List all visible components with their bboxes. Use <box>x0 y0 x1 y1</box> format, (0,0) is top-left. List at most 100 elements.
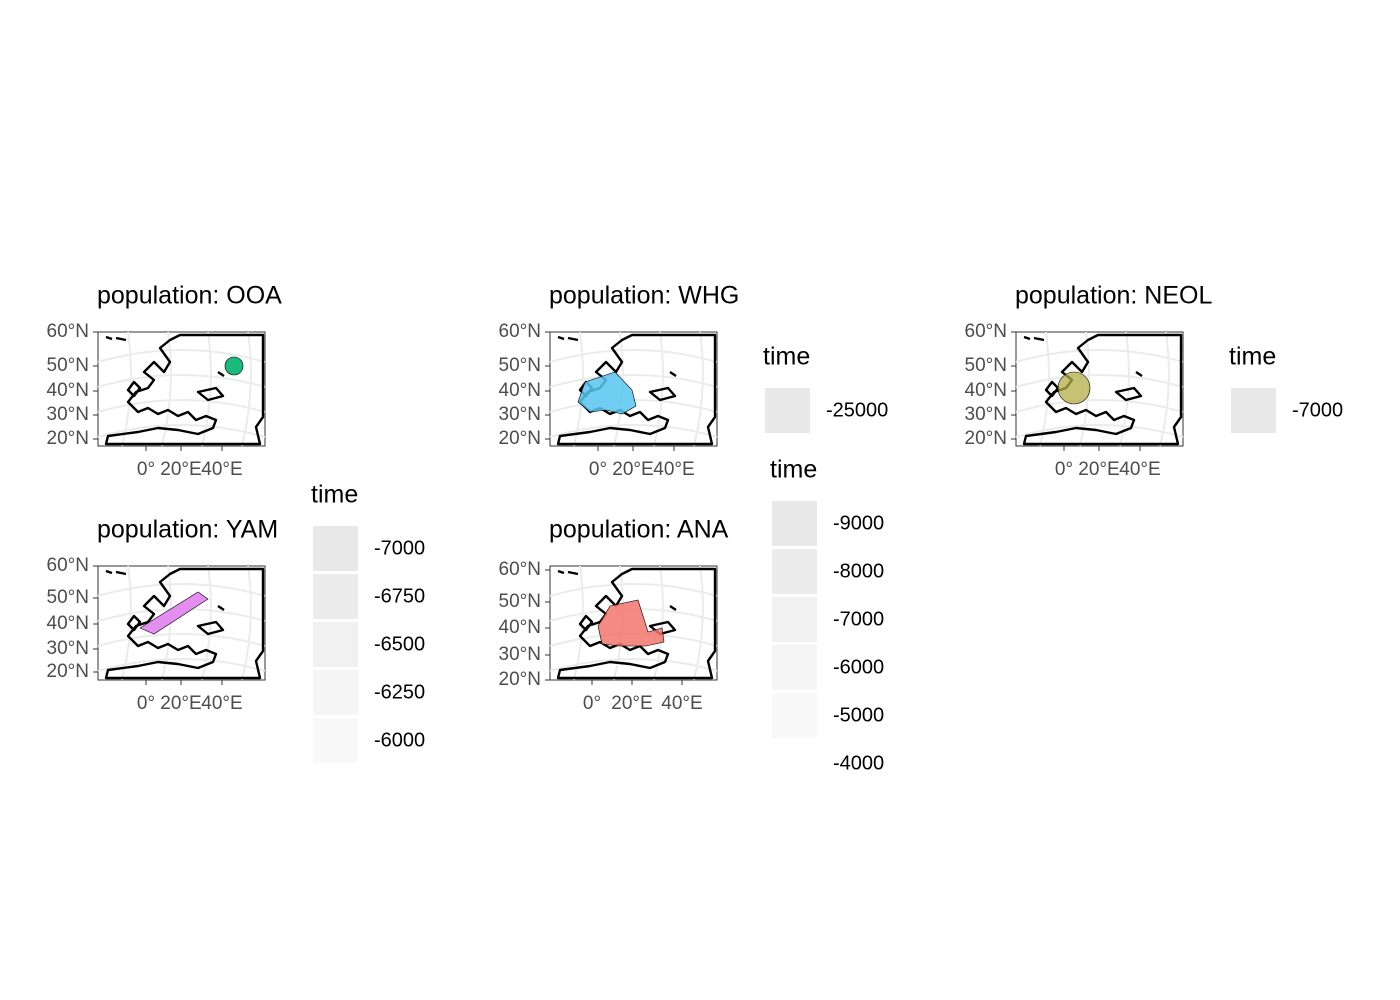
population-range <box>597 599 665 647</box>
x-tick-label: 0° <box>589 459 607 480</box>
map-area <box>97 331 266 447</box>
legend-title: time <box>311 481 358 509</box>
graticule <box>97 583 266 597</box>
y-tick-label: 50°N <box>47 355 89 376</box>
graticule <box>693 565 704 681</box>
legend: time -7000 -6750 -6500 -6250 -6000 <box>311 481 425 763</box>
y-tick-label: 40°N <box>499 380 541 401</box>
legend-key <box>313 670 358 715</box>
legend-label: -4000 <box>833 752 884 774</box>
panel-title: population: WHG <box>549 282 739 310</box>
y-tick-label: 60°N <box>47 555 89 576</box>
y-tick-label: 50°N <box>965 355 1007 376</box>
y-tick-label: 40°N <box>499 617 541 638</box>
legend-label: -5000 <box>833 704 884 726</box>
x-tick-label: 40°E <box>201 693 242 714</box>
x-tick-label: 40°E <box>201 459 242 480</box>
x-tick-label: 20°E <box>160 693 201 714</box>
y-tick-label: 50°N <box>499 355 541 376</box>
legend-label: -6250 <box>374 681 425 703</box>
map-area <box>1015 331 1184 447</box>
coastline <box>556 567 717 680</box>
graticule <box>161 331 172 447</box>
graticule <box>1015 374 1184 388</box>
legend: time -7000 <box>1229 343 1343 433</box>
x-tick-label: 0° <box>1055 459 1073 480</box>
graticule <box>97 349 266 363</box>
panel-title: population: OOA <box>97 282 282 310</box>
graticule <box>549 349 718 363</box>
legend-key <box>313 526 358 571</box>
legend-label: -6750 <box>374 585 425 607</box>
panel-title: population: ANA <box>549 516 729 544</box>
legend-label: -6000 <box>374 729 425 751</box>
x-tick-label: 40°E <box>653 459 694 480</box>
x-tick-label: 40°E <box>1119 459 1160 480</box>
legend-title: time <box>770 456 817 484</box>
legend-key <box>313 622 358 667</box>
x-tick-label: 0° <box>137 693 155 714</box>
legend-title: time <box>763 343 810 371</box>
coastline <box>104 333 265 446</box>
panel-title: population: NEOL <box>1015 282 1212 310</box>
y-tick-label: 60°N <box>47 321 89 342</box>
graticule <box>97 399 266 413</box>
graticule <box>549 374 718 388</box>
graticule <box>241 565 252 681</box>
x-tick-label: 20°E <box>160 459 201 480</box>
graticule <box>1015 349 1184 363</box>
graticule <box>1159 331 1170 447</box>
legend: time -9000 -8000 -7000 -6000 -5000 -4000 <box>770 456 884 786</box>
map-area <box>549 331 718 447</box>
y-tick-label: 60°N <box>499 559 541 580</box>
y-tick-label: 30°N <box>47 404 89 425</box>
legend-key <box>772 597 817 642</box>
x-tick-label: 0° <box>583 693 601 714</box>
y-tick-label: 40°N <box>47 380 89 401</box>
coastline <box>104 567 265 680</box>
legend-key <box>772 645 817 690</box>
legend-label: -9000 <box>833 512 884 534</box>
graticule <box>97 374 266 388</box>
y-tick-label: 30°N <box>965 404 1007 425</box>
y-tick-label: 50°N <box>47 587 89 608</box>
population-range <box>224 356 244 376</box>
y-tick-label: 20°N <box>47 428 89 449</box>
x-tick-label: 20°E <box>612 459 653 480</box>
legend-title: time <box>1229 343 1276 371</box>
legend-key <box>772 693 817 738</box>
graticule <box>1015 399 1184 413</box>
legend-key <box>1231 388 1276 433</box>
population-range <box>577 371 637 415</box>
map-area <box>97 565 266 681</box>
legend-label: -6000 <box>833 656 884 678</box>
y-tick-label: 40°N <box>47 613 89 634</box>
y-tick-label: 30°N <box>499 404 541 425</box>
legend-key <box>765 388 810 433</box>
map-panel: population: OOA 60°N 50°N 40°N 30°N 20°N 0° 20°… <box>47 282 283 480</box>
legend-key <box>772 741 817 786</box>
y-tick-label: 20°N <box>499 669 541 690</box>
map-panel: population: NEOL 60°N 50°N 40°N 30°N 20°N 0° 20… <box>965 282 1213 480</box>
x-tick-label: 20°E <box>611 693 652 714</box>
population-range <box>1057 371 1091 405</box>
y-tick-label: 40°N <box>965 380 1007 401</box>
y-tick-label: 20°N <box>47 661 89 682</box>
legend-label: -7000 <box>374 537 425 559</box>
map-panel: population: ANA 60°N 50°N 40°N 30°N 20°N 0° 20°… <box>499 516 729 714</box>
y-tick-label: 20°N <box>499 428 541 449</box>
legend-label: -25000 <box>826 399 888 421</box>
legend-label: -7000 <box>833 608 884 630</box>
map-panel: population: WHG 60°N 50°N 40°N 30°N 20°N 0° 20°… <box>499 282 740 480</box>
y-tick-label: 60°N <box>965 321 1007 342</box>
y-tick-label: 30°N <box>499 644 541 665</box>
population-range <box>139 591 209 635</box>
y-tick-label: 30°N <box>47 638 89 659</box>
map-area <box>549 565 718 681</box>
graticule <box>549 583 718 597</box>
legend-label: -8000 <box>833 560 884 582</box>
y-tick-label: 50°N <box>499 591 541 612</box>
graticule <box>693 331 704 447</box>
legend: time -25000 <box>763 343 888 433</box>
